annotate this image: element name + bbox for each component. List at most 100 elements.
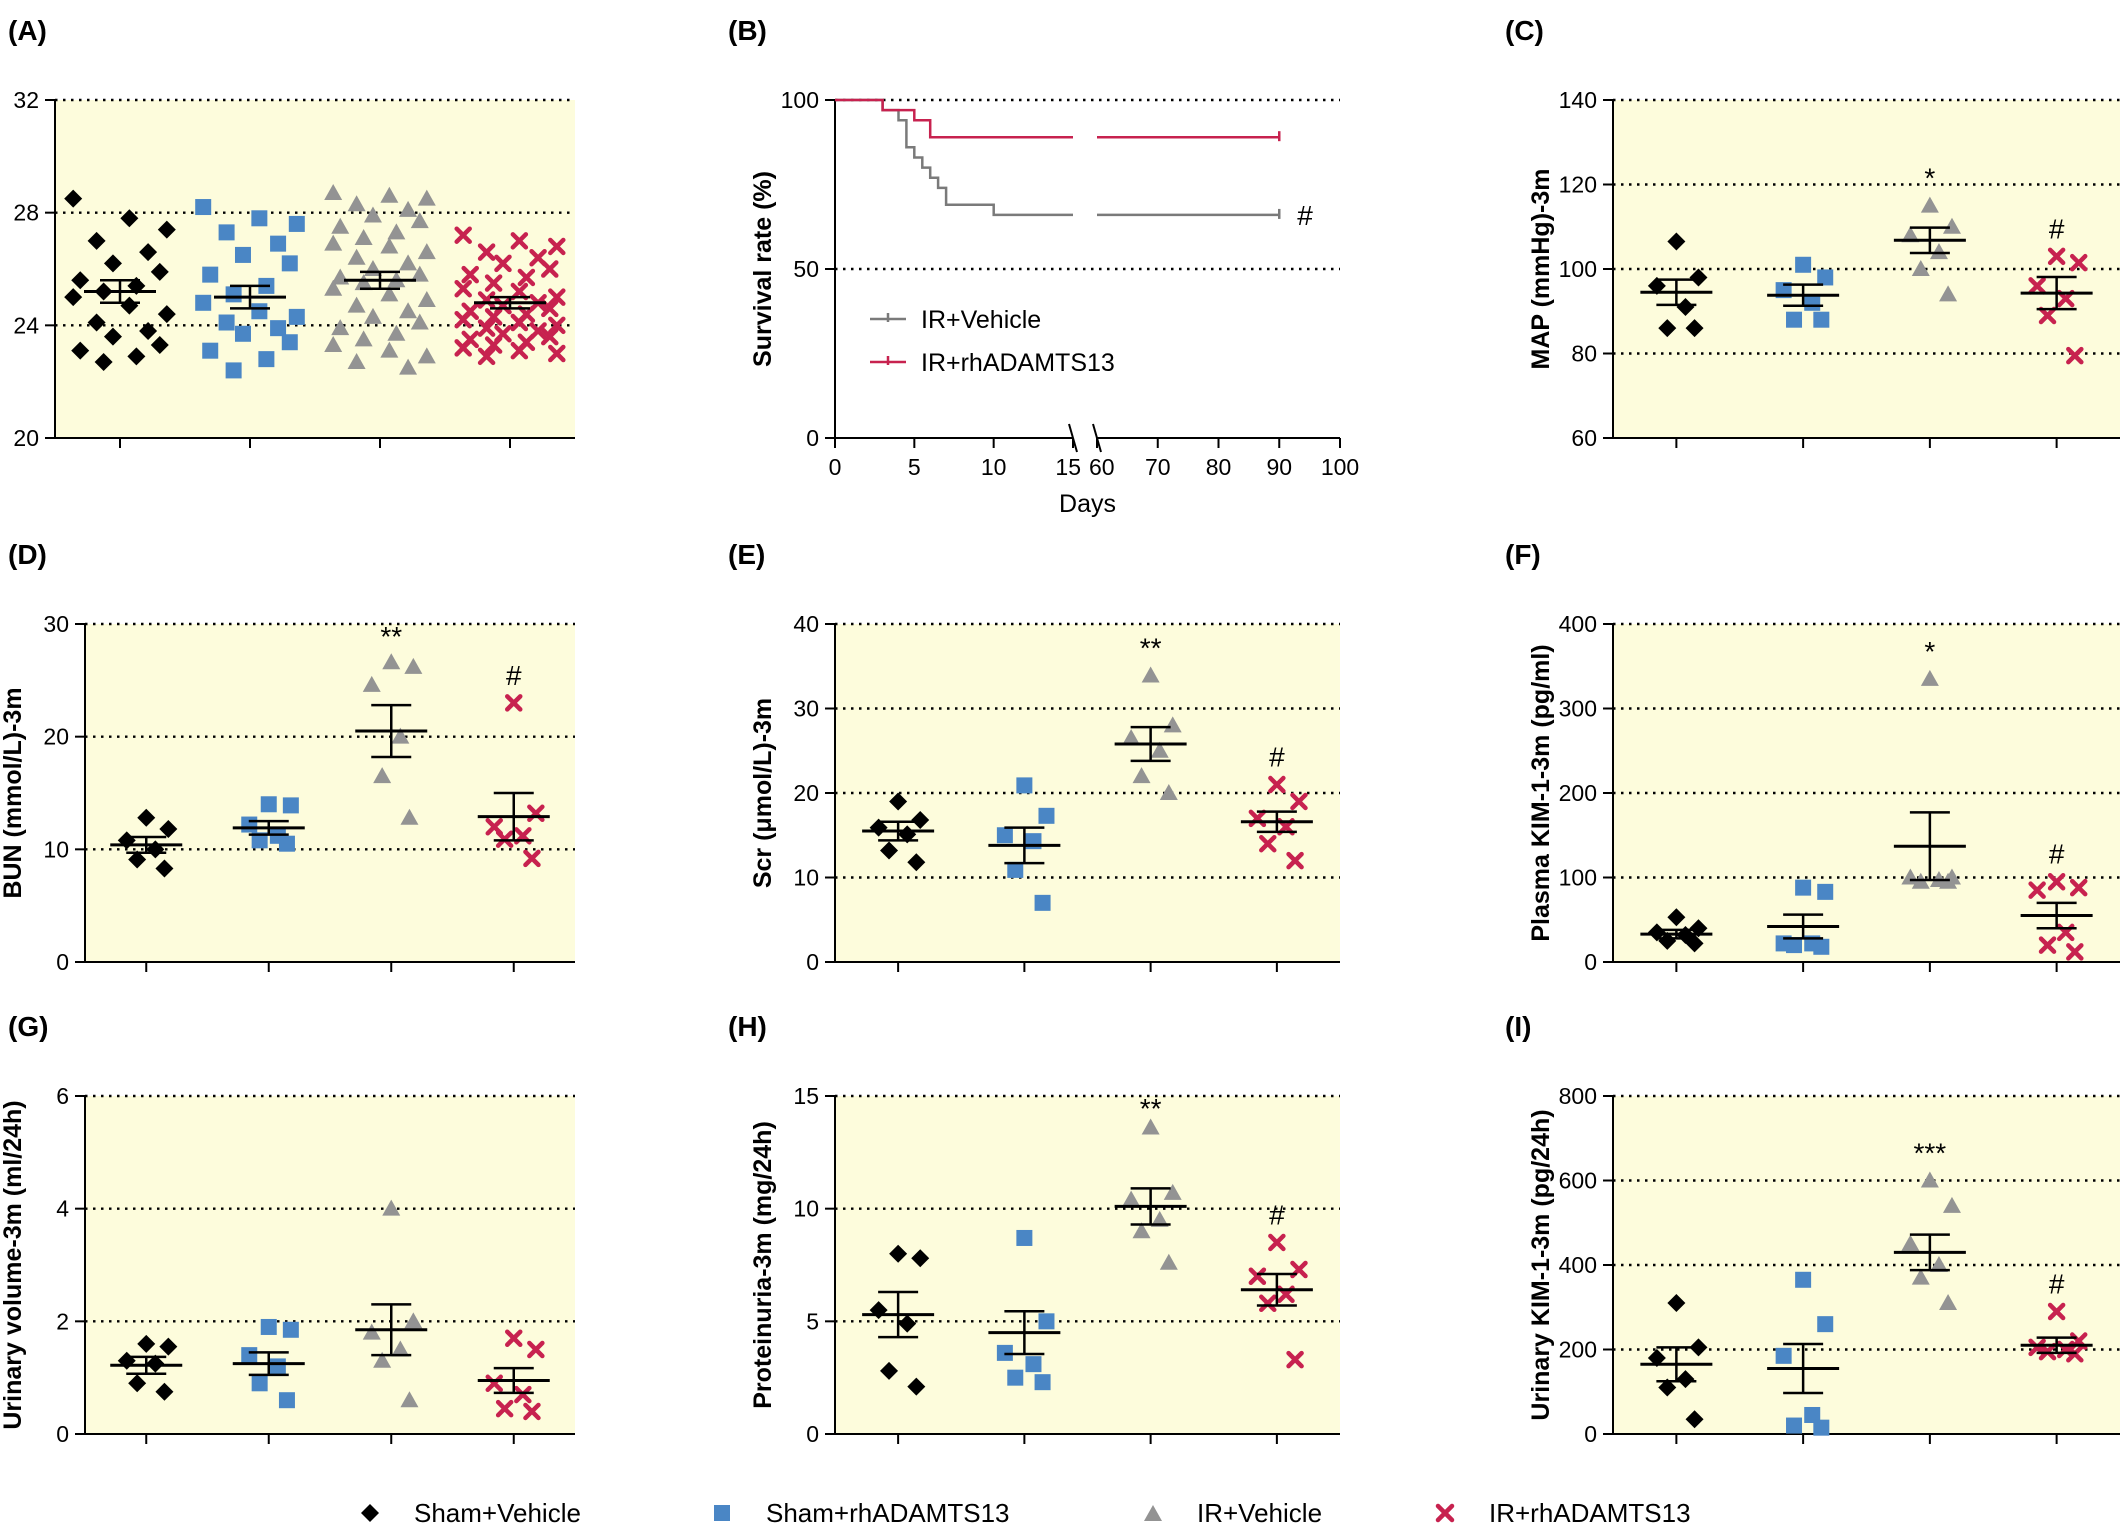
data-point-stroke bbox=[510, 232, 529, 250]
legend-label: IR+Vehicle bbox=[1197, 1497, 1323, 1528]
significance-annotation: # bbox=[2049, 213, 2065, 244]
data-point-stroke bbox=[527, 1340, 545, 1359]
data-point bbox=[2069, 253, 2088, 272]
legend-label: Sham+Vehicle bbox=[414, 1497, 581, 1528]
panel-label: (F) bbox=[1505, 539, 1541, 570]
data-point bbox=[1268, 775, 1286, 794]
data-point bbox=[159, 1337, 178, 1356]
data-point bbox=[548, 316, 566, 335]
y-tick-label: 30 bbox=[793, 696, 819, 722]
data-point bbox=[241, 816, 258, 833]
data-point bbox=[1007, 1369, 1024, 1386]
data-point-stroke bbox=[2047, 1302, 2066, 1321]
data-point bbox=[278, 835, 295, 852]
data-point bbox=[527, 1340, 545, 1359]
data-point bbox=[417, 189, 436, 206]
panel-label: (C) bbox=[1505, 15, 1544, 46]
data-point bbox=[251, 303, 268, 320]
data-point bbox=[517, 268, 536, 287]
x-tick-label: 0 bbox=[829, 454, 842, 480]
x-tick-label: 60 bbox=[1089, 454, 1115, 480]
data-point bbox=[2047, 247, 2066, 266]
data-point bbox=[505, 694, 523, 712]
data-point bbox=[907, 853, 926, 872]
data-point bbox=[282, 797, 299, 814]
y-tick-label: 200 bbox=[1559, 780, 1597, 806]
data-point bbox=[139, 321, 158, 340]
data-point bbox=[399, 254, 418, 271]
group-diamond bbox=[1647, 232, 1708, 338]
data-point bbox=[484, 274, 503, 292]
data-point bbox=[1813, 311, 1830, 328]
data-point bbox=[137, 1334, 156, 1353]
data-point bbox=[907, 1377, 926, 1396]
chart-panel: 0 2 4 6 Urinary volume-3m (ml/24h) bbox=[0, 1083, 575, 1447]
y-tick-label: 5 bbox=[806, 1308, 819, 1334]
data-point-stroke bbox=[2038, 936, 2057, 954]
data-point-stroke bbox=[1259, 1294, 1277, 1313]
y-tick-label: 0 bbox=[806, 949, 819, 975]
significance-annotation: # bbox=[2049, 1268, 2065, 1299]
data-point bbox=[510, 282, 529, 301]
data-point-stroke bbox=[495, 1399, 514, 1418]
data-point bbox=[363, 206, 382, 223]
data-point-stroke bbox=[2038, 1342, 2057, 1361]
data-point bbox=[362, 1323, 381, 1340]
y-tick-label: 30 bbox=[43, 611, 69, 637]
data-point bbox=[400, 1391, 419, 1408]
data-point bbox=[382, 1199, 401, 1216]
legend-item-sham-rh: Sham+rhADAMTS13 bbox=[712, 1496, 1009, 1530]
panel-label: (I) bbox=[1505, 1011, 1531, 1042]
data-point bbox=[1150, 1210, 1169, 1227]
data-point bbox=[281, 334, 298, 351]
group-diamond bbox=[64, 189, 176, 371]
y-tick-label: 0 bbox=[56, 949, 69, 975]
data-point-stroke bbox=[454, 339, 472, 357]
data-point bbox=[541, 260, 559, 278]
diamond-marker-icon bbox=[361, 1504, 379, 1522]
data-point bbox=[137, 808, 156, 827]
data-point bbox=[1122, 1190, 1141, 1207]
significance-annotation: # bbox=[1269, 1199, 1285, 1230]
data-point bbox=[195, 199, 212, 216]
survival-line bbox=[835, 98, 1073, 217]
data-point bbox=[282, 1321, 299, 1338]
data-point-stroke bbox=[2047, 872, 2066, 891]
x-axis-label: Days bbox=[1059, 490, 1116, 518]
data-point bbox=[1689, 268, 1708, 287]
survival-line bbox=[835, 98, 1073, 139]
data-point bbox=[146, 1354, 165, 1373]
data-point bbox=[324, 234, 343, 251]
data-point bbox=[150, 262, 169, 281]
data-point bbox=[331, 319, 350, 336]
group-square bbox=[241, 1318, 299, 1409]
data-point bbox=[399, 302, 418, 319]
data-point bbox=[234, 246, 251, 263]
data-point bbox=[2038, 306, 2057, 325]
data-point bbox=[404, 1312, 423, 1329]
y-tick-label: 20 bbox=[793, 780, 819, 806]
significance-annotation: ** bbox=[380, 621, 402, 652]
data-point bbox=[1939, 285, 1958, 302]
data-point bbox=[139, 243, 158, 262]
data-point bbox=[354, 330, 373, 347]
group-cross bbox=[454, 226, 566, 366]
y-tick-label: 120 bbox=[1559, 172, 1597, 198]
data-point bbox=[225, 286, 242, 303]
data-point bbox=[1290, 792, 1308, 811]
legend-label: Sham+rhADAMTS13 bbox=[766, 1497, 1010, 1528]
data-point bbox=[225, 362, 242, 379]
data-point bbox=[382, 653, 401, 670]
data-point bbox=[380, 186, 399, 203]
data-point bbox=[1667, 908, 1686, 927]
data-point-stroke bbox=[2047, 247, 2066, 266]
legend-item-sham-vehicle: Sham+Vehicle bbox=[360, 1496, 581, 1530]
data-point bbox=[159, 820, 178, 839]
data-point bbox=[1817, 269, 1834, 286]
data-point bbox=[347, 248, 366, 265]
figure-canvas: (A)20242832Body weight at baseline (g)(B… bbox=[0, 15, 2120, 1447]
data-point bbox=[911, 811, 930, 830]
cross-marker-icon bbox=[1435, 1503, 1455, 1523]
data-point bbox=[127, 347, 146, 366]
y-tick-label: 20 bbox=[43, 724, 69, 750]
